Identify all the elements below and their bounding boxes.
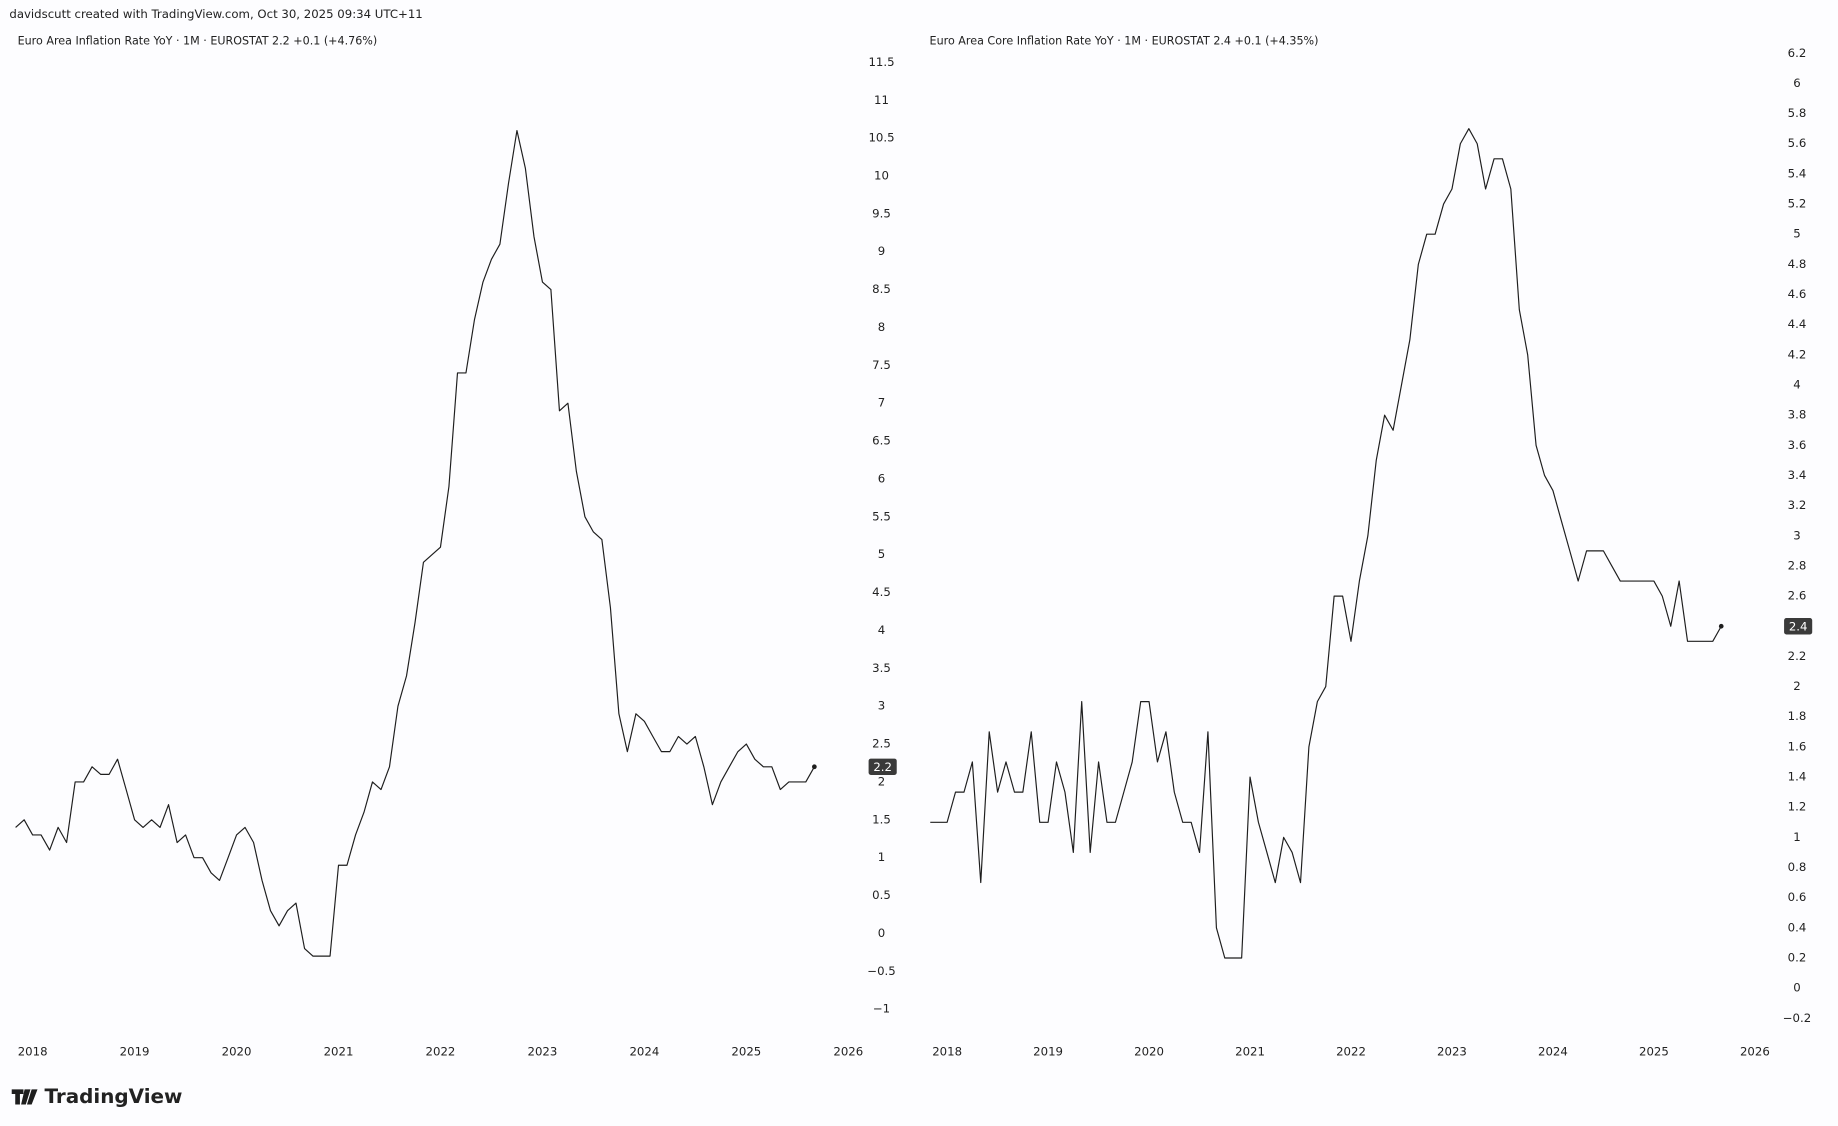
last-point [812, 764, 817, 770]
y-tick-label: −0.5 [867, 964, 895, 978]
y-tick-label: 5.5 [872, 509, 891, 523]
y-tick-label: 3.2 [1788, 498, 1807, 512]
y-tick-label: 1 [1793, 830, 1800, 844]
y-tick-label: 2 [1793, 679, 1800, 693]
chart-title: Euro Area Core Inflation Rate YoY · 1M ·… [930, 34, 1319, 47]
x-tick-label: 2020 [222, 1044, 252, 1058]
y-tick-label: 0.4 [1788, 920, 1807, 934]
y-tick-label: 4.8 [1788, 257, 1807, 271]
x-tick-label: 2024 [629, 1044, 659, 1058]
y-tick-label: 3 [1793, 528, 1800, 542]
y-tick-label: 4 [1793, 377, 1800, 391]
price-tag [868, 758, 897, 775]
y-tick-label: 2.5 [872, 737, 891, 751]
y-tick-label: 5 [1793, 227, 1800, 241]
price-tag [1784, 618, 1813, 635]
y-tick-label: 11 [874, 93, 889, 107]
x-tick-label: 2025 [1639, 1044, 1669, 1058]
price-tag-label: 2.2 [873, 760, 892, 774]
logo: TradingView [11, 1085, 183, 1108]
y-tick-label: 6.2 [1788, 46, 1807, 60]
x-tick-label: 2020 [1134, 1044, 1164, 1058]
y-tick-label: 2.8 [1788, 558, 1807, 572]
y-tick-label: 1.2 [1788, 800, 1807, 814]
y-tick-label: 2.2 [1788, 649, 1807, 663]
x-tick-label: 2023 [528, 1044, 558, 1058]
x-tick-label: 2023 [1437, 1044, 1467, 1058]
y-tick-label: 8 [878, 320, 885, 334]
y-tick-label: 4.5 [872, 585, 891, 599]
y-tick-label: −1 [873, 1002, 890, 1016]
y-tick-label: 6.5 [872, 434, 891, 448]
y-tick-label: 1 [878, 850, 885, 864]
x-tick-label: 2019 [120, 1044, 150, 1058]
y-tick-label: −0.2 [1783, 1011, 1811, 1025]
x-tick-label: 2026 [833, 1044, 863, 1058]
chart-title: Euro Area Inflation Rate YoY · 1M · EURO… [18, 34, 378, 47]
y-tick-label: 7 [878, 396, 885, 410]
y-tick-label: 4.2 [1788, 347, 1807, 361]
y-tick-label: 8.5 [872, 282, 891, 296]
data-line [15, 129, 815, 957]
y-tick-label: 2 [878, 774, 885, 788]
x-tick-label: 2018 [932, 1044, 962, 1058]
x-tick-label: 2026 [1740, 1044, 1770, 1058]
y-tick-label: 0.2 [1788, 950, 1807, 964]
y-tick-label: 1.4 [1788, 770, 1807, 784]
y-tick-label: 0 [1793, 981, 1800, 995]
logo-text: TradingView [45, 1085, 183, 1108]
y-tick-label: 9 [878, 244, 885, 258]
y-tick-label: 6 [878, 471, 885, 485]
x-tick-label: 2024 [1538, 1044, 1568, 1058]
y-tick-label: 6 [1793, 76, 1800, 90]
y-tick-label: 0.5 [872, 888, 891, 902]
x-tick-label: 2025 [731, 1044, 761, 1058]
y-tick-label: 10.5 [868, 131, 894, 145]
y-tick-label: 1.8 [1788, 709, 1807, 723]
y-tick-label: 9.5 [872, 206, 891, 220]
y-tick-label: 3.8 [1788, 408, 1807, 422]
y-tick-label: 0.6 [1788, 890, 1807, 904]
y-tick-label: 4.6 [1788, 287, 1807, 301]
x-tick-label: 2022 [426, 1044, 456, 1058]
x-tick-label: 2018 [18, 1044, 48, 1058]
y-tick-label: 5.4 [1788, 166, 1807, 180]
x-tick-label: 2022 [1336, 1044, 1366, 1058]
y-tick-label: 4 [878, 623, 885, 637]
data-line [930, 128, 1722, 959]
y-tick-label: 11.5 [868, 55, 894, 69]
y-tick-label: 1.5 [872, 812, 891, 826]
price-tag-label: 2.4 [1789, 619, 1808, 633]
x-tick-label: 2019 [1033, 1044, 1063, 1058]
y-tick-label: 5.6 [1788, 136, 1807, 150]
y-tick-label: 3.6 [1788, 438, 1807, 452]
y-tick-label: 1.6 [1788, 739, 1807, 753]
y-tick-label: 3.4 [1788, 468, 1807, 482]
y-tick-label: 0.8 [1788, 860, 1807, 874]
y-tick-label: 10 [874, 168, 889, 182]
y-tick-label: 7.5 [872, 358, 891, 372]
y-tick-label: 5.2 [1788, 197, 1807, 211]
x-tick-label: 2021 [324, 1044, 354, 1058]
logo-mark [11, 1089, 38, 1105]
y-tick-label: 0 [878, 926, 885, 940]
y-tick-label: 5 [878, 547, 885, 561]
y-tick-label: 5.8 [1788, 106, 1807, 120]
y-tick-label: 4.4 [1788, 317, 1807, 331]
y-tick-label: 3 [878, 699, 885, 713]
x-tick-label: 2021 [1235, 1044, 1265, 1058]
header: davidscutt created with TradingView.com,… [9, 7, 422, 21]
y-tick-label: 2.6 [1788, 589, 1807, 603]
y-tick-label: 3.5 [872, 661, 891, 675]
last-point [1718, 623, 1724, 629]
